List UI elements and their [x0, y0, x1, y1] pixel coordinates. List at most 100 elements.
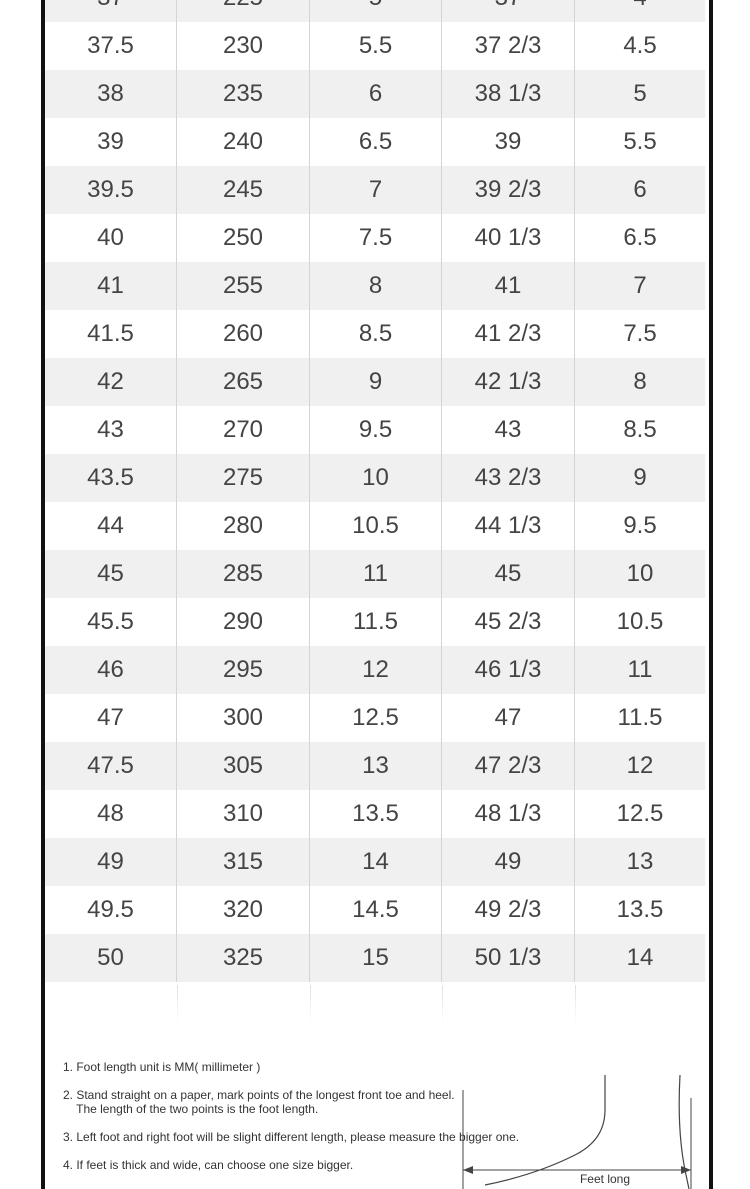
table-row: 43 270 9.5 43 8.5 [45, 406, 705, 454]
arrow-right-icon [681, 1166, 691, 1174]
table-row: 49.5 320 14.5 49 2/3 13.5 [45, 886, 705, 934]
table-cell: 295 [177, 646, 310, 694]
table-cell: 45 [45, 550, 177, 598]
table-cell: 280 [177, 502, 310, 550]
table-row: 44 280 10.5 44 1/3 9.5 [45, 502, 705, 550]
table-cell: 41.5 [45, 310, 177, 358]
table-cell: 8.5 [623, 416, 657, 443]
table-cell: 43 [45, 406, 177, 454]
table-cell: 38 1/3 [442, 70, 575, 118]
table-cell: 46 1/3 [442, 646, 575, 694]
table-cell: 11.5 [310, 598, 442, 646]
foot-measure-diagram: Feet long [462, 1074, 692, 1189]
table-cell: 47 2/3 [442, 742, 575, 790]
table-cell: 15 [310, 934, 442, 982]
table-cell: 7 [633, 272, 647, 299]
table-row: 39.5 245 7 39 2/3 6 [45, 166, 705, 214]
table-cell: 6.5 [310, 118, 442, 166]
table-cell: 38 [45, 70, 177, 118]
table-cell: 10 [310, 454, 442, 502]
table-cell: 265 [177, 358, 310, 406]
table-cell: 11 [627, 656, 653, 683]
table-row: 43.5 275 10 43 2/3 9 [45, 454, 705, 502]
table-cell: 46 [45, 646, 177, 694]
table-cell: 12 [310, 646, 442, 694]
table-cell: 8 [310, 262, 442, 310]
table-cell: 300 [177, 694, 310, 742]
table-cell: 47.5 [45, 742, 177, 790]
table-cell: 39.5 [45, 166, 177, 214]
note-4: 4. If feet is thick and wide, can choose… [63, 1158, 354, 1172]
table-row: 50 325 15 50 1/3 14 [45, 934, 705, 982]
table-cell: 9 [633, 464, 647, 491]
table-cell: 40 1/3 [442, 214, 575, 262]
table-row: 41.5 260 8.5 41 2/3 7.5 [45, 310, 705, 358]
table-row: 45.5 290 11.5 45 2/3 10.5 [45, 598, 705, 646]
table-cell: 45 2/3 [442, 598, 575, 646]
table-cell: 225 [177, 0, 310, 22]
table-cell: 45 [442, 550, 575, 598]
table-cell: 6 [310, 70, 442, 118]
table-cell: 6 [633, 176, 647, 203]
table-cell: 10.5 [616, 608, 664, 635]
table-cell: 50 1/3 [442, 934, 575, 982]
table-cell: 12.5 [310, 694, 442, 742]
table-cell: 41 [442, 262, 575, 310]
table-cell: 12 [626, 752, 654, 779]
table-row: 49 315 14 49 13 [45, 838, 705, 886]
table-cell: 39 [45, 118, 177, 166]
table-cell: 43.5 [45, 454, 177, 502]
table-cell: 49 [442, 838, 575, 886]
table-cell: 13.5 [310, 790, 442, 838]
table-cell: 5 [633, 80, 647, 107]
table-row: 38 235 6 38 1/3 5 [45, 70, 705, 118]
note-2: 2. Stand straight on a paper, mark point… [63, 1088, 455, 1116]
note-1: 1. Foot length unit is MM( millimeter ) [63, 1060, 261, 1074]
table-cell: 50 [45, 934, 177, 982]
table-row: 372255374 [45, 0, 705, 22]
table-row: 45 285 11 45 10 [45, 550, 705, 598]
table-cell: 285 [177, 550, 310, 598]
table-cell: 7.5 [623, 320, 657, 347]
table-cell: 250 [177, 214, 310, 262]
table-row: 42 265 9 42 1/3 8 [45, 358, 705, 406]
table-cell: 13 [310, 742, 442, 790]
table-cell: 5.5 [623, 128, 657, 155]
table-cell: 230 [177, 22, 310, 70]
table-cell: 44 1/3 [442, 502, 575, 550]
table-row: 39 240 6.5 39 5.5 [45, 118, 705, 166]
table-cell: 6.5 [623, 224, 657, 251]
table-cell: 47 [442, 694, 575, 742]
table-cell: 37 [45, 0, 177, 22]
table-cell: 39 2/3 [442, 166, 575, 214]
size-chart-frame [41, 0, 713, 1189]
table-row: 40 250 7.5 40 1/3 6.5 [45, 214, 705, 262]
table-cell: 290 [177, 598, 310, 646]
table-cell: 44 [45, 502, 177, 550]
table-cell: 275 [177, 454, 310, 502]
table-cell: 41 2/3 [442, 310, 575, 358]
table-cell: 42 1/3 [442, 358, 575, 406]
measurement-notes: 1. Foot length unit is MM( millimeter ) … [63, 1060, 519, 1186]
foot-outline [484, 1075, 606, 1186]
table-cell: 11.5 [617, 704, 663, 731]
table-cell: 14.5 [310, 886, 442, 934]
table-cell: 240 [177, 118, 310, 166]
arrow-left-icon [463, 1166, 473, 1174]
table-row: 47.5 305 13 47 2/3 12 [45, 742, 705, 790]
table-row: 47 300 12.5 47 11.5 [45, 694, 705, 742]
table-cell: 43 [442, 406, 575, 454]
table-cell: 48 [45, 790, 177, 838]
table-cell: 10 [626, 560, 654, 587]
table-row: 41 255 8 41 7 [45, 262, 705, 310]
table-cell: 310 [177, 790, 310, 838]
table-row: 46 295 12 46 1/3 11 [45, 646, 705, 694]
table-cell: 49 [45, 838, 177, 886]
feet-long-label: Feet long [580, 1172, 630, 1186]
table-cell: 4.5 [623, 32, 657, 59]
column-divider [310, 985, 311, 1025]
table-cell: 255 [177, 262, 310, 310]
table-cell: 43 2/3 [442, 454, 575, 502]
table-cell: 8.5 [310, 310, 442, 358]
